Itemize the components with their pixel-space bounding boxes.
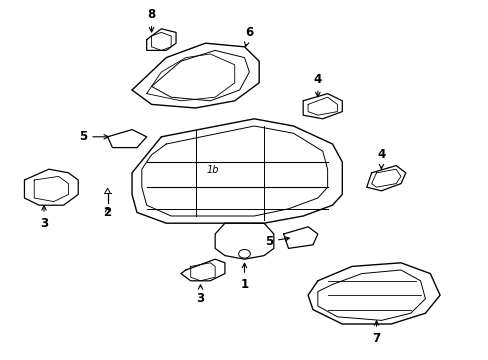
- Text: 7: 7: [372, 321, 380, 345]
- Text: 3: 3: [40, 206, 48, 230]
- Text: 8: 8: [147, 8, 155, 32]
- Text: 5: 5: [264, 235, 289, 248]
- Text: 4: 4: [313, 73, 321, 97]
- Text: 6: 6: [244, 26, 253, 46]
- Text: 5: 5: [79, 130, 108, 143]
- Text: 1b: 1b: [206, 165, 219, 175]
- Text: 3: 3: [196, 285, 204, 305]
- Text: 4: 4: [377, 148, 385, 169]
- Text: 1: 1: [240, 263, 248, 291]
- Text: 2: 2: [103, 206, 111, 219]
